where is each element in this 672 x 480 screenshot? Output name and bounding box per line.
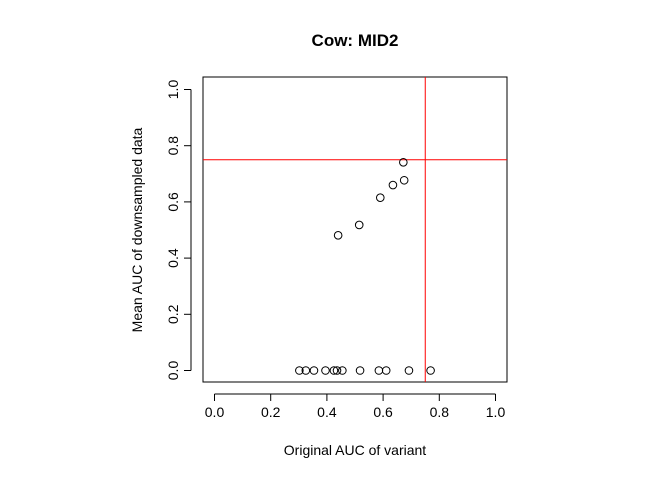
x-axis: 0.0 0.2 0.4 0.6 0.8 1.0	[205, 393, 506, 420]
y-axis: 0.0 0.2 0.4 0.6 0.8 1.0	[165, 80, 192, 381]
y-tick-label: 0.4	[165, 248, 181, 268]
data-point	[426, 366, 435, 375]
data-point	[375, 193, 385, 202]
x-tick-label: 0.6	[373, 404, 393, 420]
data-points	[295, 157, 435, 375]
data-point	[388, 180, 398, 190]
y-tick-label: 0.6	[165, 192, 181, 212]
y-tick-label: 0.8	[165, 136, 181, 156]
data-point	[404, 366, 414, 375]
y-tick-label: 0.2	[165, 304, 181, 324]
x-tick-label: 0.4	[317, 404, 337, 420]
data-point	[295, 366, 304, 375]
reference-lines	[203, 77, 507, 382]
x-tick-label: 0.2	[261, 404, 281, 420]
data-point	[381, 366, 391, 375]
x-tick-label: 0.8	[430, 404, 450, 420]
data-point	[321, 366, 330, 375]
y-tick-label: 1.0	[165, 80, 181, 100]
x-tick-label: 0.0	[205, 404, 225, 420]
data-point	[332, 366, 342, 375]
y-tick-label: 0.0	[165, 361, 181, 381]
x-tick-label: 1.0	[486, 404, 506, 420]
data-point	[333, 231, 343, 240]
data-point	[309, 366, 319, 375]
chart-title: Cow: MID2	[312, 31, 399, 50]
data-point	[399, 157, 408, 167]
data-point	[301, 366, 311, 375]
plot-area-border	[202, 76, 508, 383]
data-point	[338, 366, 347, 375]
data-point	[355, 366, 365, 375]
data-point	[399, 175, 409, 185]
data-point	[354, 220, 364, 230]
x-axis-title: Original AUC of variant	[284, 442, 427, 458]
data-point	[329, 366, 339, 375]
y-axis-title: Mean AUC of downsampled data	[129, 127, 145, 332]
